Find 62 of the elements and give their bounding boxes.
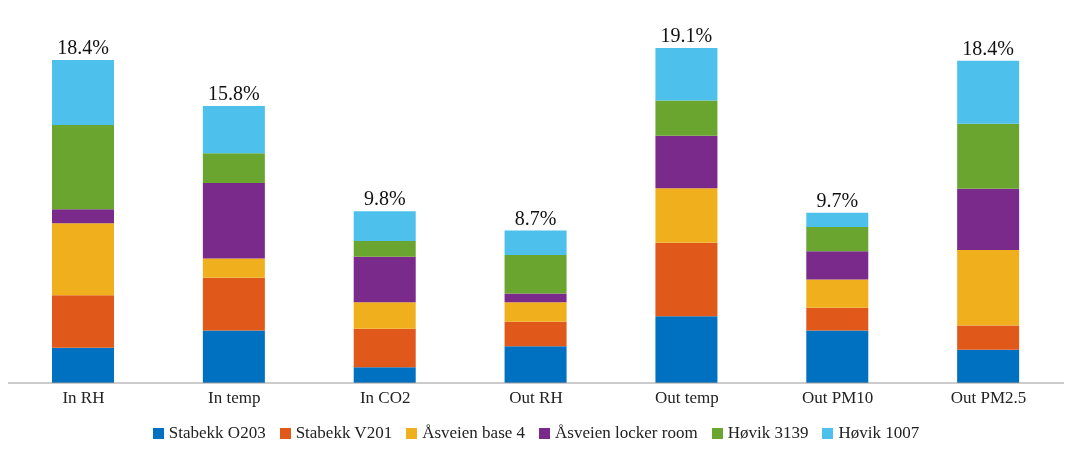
x-tick-label: Out PM2.5 [950,388,1027,408]
bar [504,346,567,383]
bar [806,279,869,308]
legend-label: Høvik 3139 [727,423,809,443]
bar [806,212,869,227]
bar [353,367,416,383]
bar [52,295,114,348]
x-tick-label: Out temp [654,388,719,408]
legend-label: Åsveien base 4 [422,423,526,443]
x-tick-label: In temp [208,388,261,408]
bar [504,293,567,303]
bar [52,347,114,383]
bar [957,325,1020,350]
bar [655,100,718,136]
bar [202,105,265,154]
annotation: 18.4% [57,36,109,59]
annotation: 9.8% [363,187,406,210]
bar [504,321,567,347]
bar [957,123,1020,189]
x-tick-label: In RH [62,388,105,408]
bar [655,188,718,243]
x-tick-label: In CO2 [359,388,411,408]
legend-label: Høvik 1007 [838,423,920,443]
bar [353,328,416,368]
annotation: 15.8% [208,81,260,104]
bar [202,183,265,259]
bar [504,255,567,294]
annotation: 18.4% [962,36,1014,59]
bar [957,188,1020,251]
bar [806,226,869,252]
text: 19.1% [660,24,713,46]
legend-label: Stabekk O203 [168,423,266,443]
legend-label: Åsveien locker room [555,423,698,443]
annotation: 9.7% [816,188,859,211]
annotation: 8.7% [514,206,557,229]
bar [202,153,265,184]
legend-label: Stabekk V201 [295,423,393,443]
bar [806,330,869,383]
bar [202,330,265,383]
bar [655,48,718,101]
bar [504,302,567,322]
bar [52,125,114,210]
bar [353,211,416,241]
bar [504,230,567,256]
bar [655,135,718,189]
bar [655,242,718,317]
bar [52,223,114,296]
bar [957,60,1020,124]
bar [353,256,416,303]
bar [655,316,718,383]
bar [957,250,1020,326]
bar [806,251,869,280]
x-tick-label: Out PM10 [802,388,874,408]
bar [202,258,265,278]
bar [52,60,114,126]
bar [353,302,416,329]
x-tick-label: Out RH [509,388,563,408]
bar [52,209,114,224]
bar [353,240,416,257]
bar [957,349,1020,383]
bar [202,277,265,331]
bar [806,307,869,331]
